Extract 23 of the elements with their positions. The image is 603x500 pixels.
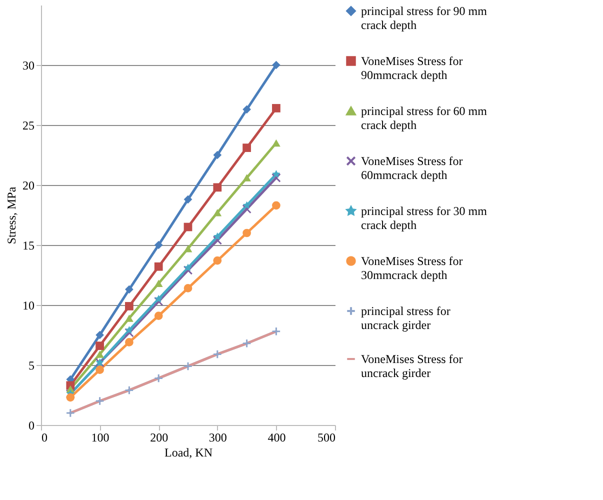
legend-label: principal stress for 90 mm crack depth (361, 4, 488, 32)
y-tick-label: 15 (22, 238, 34, 252)
x-tick-label: 100 (91, 430, 110, 444)
legend-label: principal stress for 60 mm crack depth (361, 104, 488, 132)
y-tick-label: 0 (28, 418, 34, 432)
legend-label: VoneMises Stress for 90mmcrack depth (361, 54, 463, 82)
x-tick-label: 400 (268, 430, 286, 444)
y-tick-label: 30 (22, 58, 34, 72)
y-tick-label: 10 (22, 298, 34, 312)
y-axis-title: Stress, MPa (4, 186, 18, 244)
x-tick-label: 500 (318, 430, 336, 444)
legend-label: VoneMises Stress for 30mmcrack depth (361, 254, 463, 282)
x-axis-title: Load, KN (164, 446, 213, 460)
y-tick-label: 20 (22, 178, 34, 192)
legend-label: principal stress for uncrack girder (361, 304, 450, 332)
y-tick-label: 5 (28, 358, 34, 372)
legend-label: VoneMises Stress for uncrack girder (361, 352, 463, 380)
legend-label: VoneMises Stress for 60mmcrack depth (361, 154, 463, 182)
x-tick-label: 300 (208, 430, 227, 444)
x-tick-label: 0 (42, 430, 48, 444)
x-tick-label: 200 (150, 430, 168, 444)
legend-label: principal stress for 30 mm crack depth (361, 204, 488, 232)
y-tick-label: 25 (22, 118, 34, 132)
